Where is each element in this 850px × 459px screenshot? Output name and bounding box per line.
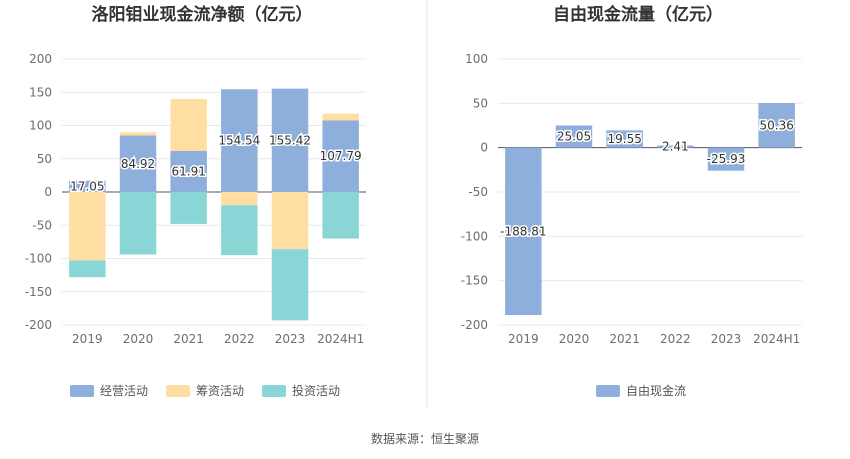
y-tick-label: -150 <box>25 285 52 299</box>
bar <box>69 192 106 261</box>
data-label: 84.92 <box>121 157 155 171</box>
data-label: -188.81 <box>500 224 546 238</box>
bar <box>119 192 157 255</box>
bar <box>271 88 309 192</box>
legend-label: 经营活动 <box>100 384 148 398</box>
right-x-axis: 2019 2020 2021 2022 2023 2024H1 <box>508 332 800 346</box>
bar <box>221 192 258 206</box>
left-bars <box>69 88 359 321</box>
y-tick-label: -50 <box>468 185 488 199</box>
y-tick-label: 200 <box>29 52 52 66</box>
legend-label: 投资活动 <box>292 383 340 398</box>
bar <box>119 135 157 192</box>
x-tick-label: 2021 <box>173 332 204 346</box>
y-tick-label: -100 <box>461 229 488 243</box>
right-gridlines <box>498 58 802 326</box>
y-tick-label: 50 <box>473 96 488 110</box>
legend-label: 自由现金流 <box>626 383 686 398</box>
data-label: 17.05 <box>70 179 104 193</box>
y-tick-label: 0 <box>480 141 488 155</box>
legend-swatch <box>70 385 94 397</box>
cash-flow-net-panel: 洛阳钼业现金流净额（亿元） 17.05 84.92 61.91 154.54 155.4… <box>25 4 366 398</box>
right-y-axis: -200 -150 -100 -50 0 50 100 <box>461 52 488 332</box>
x-tick-label: 2020 <box>559 332 590 346</box>
data-source-label: 数据来源：恒生聚源 <box>371 431 479 446</box>
bar <box>606 130 643 148</box>
right-chart-title: 自由现金流量（亿元） <box>553 4 723 25</box>
bar <box>271 192 309 250</box>
y-tick-label: -200 <box>25 318 52 332</box>
bar <box>221 89 258 192</box>
x-tick-label: 2022 <box>224 332 255 346</box>
left-gridlines <box>62 58 366 326</box>
x-tick-label: 2020 <box>123 332 154 346</box>
data-label: 50.36 <box>759 118 793 132</box>
bar <box>170 192 207 224</box>
x-tick-label: 2022 <box>660 332 691 346</box>
bar <box>69 260 106 278</box>
right-bars <box>505 103 795 316</box>
data-label: 155.42 <box>269 133 311 147</box>
bar <box>69 180 106 192</box>
bar <box>170 150 207 192</box>
bar <box>657 145 694 148</box>
left-x-axis: 2019 2020 2021 2022 2023 2024H1 <box>72 332 364 346</box>
x-tick-label: 2024H1 <box>317 332 364 346</box>
bar <box>758 103 795 148</box>
data-label: -25.93 <box>707 152 746 166</box>
bar <box>322 192 359 239</box>
data-label: 25.05 <box>557 130 591 144</box>
bar <box>322 120 359 192</box>
bar <box>271 249 309 321</box>
x-tick-label: 2023 <box>711 332 742 346</box>
legend-swatch <box>262 385 286 397</box>
y-tick-label: 100 <box>29 119 52 133</box>
y-tick-label: 0 <box>44 185 52 199</box>
bar <box>170 98 207 151</box>
x-tick-label: 2019 <box>72 332 103 346</box>
y-tick-label: -200 <box>461 318 488 332</box>
right-data-labels: -188.81 25.05 19.55 2.41 -25.93 50.36 <box>499 117 796 240</box>
y-tick-label: 150 <box>29 85 52 99</box>
left-chart-title: 洛阳钼业现金流净额（亿元） <box>92 4 313 25</box>
bar <box>221 205 258 256</box>
y-tick-label: -50 <box>32 218 52 232</box>
legend-swatch <box>166 385 190 397</box>
right-legend: 自由现金流 <box>596 383 686 398</box>
legend-label: 筹资活动 <box>196 384 244 398</box>
bar <box>707 147 745 171</box>
y-tick-label: -150 <box>461 274 488 288</box>
data-label: 19.55 <box>607 132 641 146</box>
y-tick-label: 50 <box>37 152 52 166</box>
x-tick-label: 2019 <box>508 332 539 346</box>
data-label: 107.79 <box>320 149 362 163</box>
x-tick-label: 2021 <box>609 332 640 346</box>
bar <box>555 125 593 148</box>
data-label: 154.54 <box>218 134 260 148</box>
y-tick-label: -100 <box>25 252 52 266</box>
free-cash-flow-panel: 自由现金流量（亿元） -188.81 25.05 19.55 2.41 -25.93 50… <box>461 4 802 398</box>
bar <box>505 147 542 316</box>
left-y-axis: -200 -150 -100 -50 0 50 100 150 200 <box>25 52 52 332</box>
x-tick-label: 2023 <box>275 332 306 346</box>
x-tick-label: 2024H1 <box>753 332 800 346</box>
bar <box>119 132 157 136</box>
bar <box>322 113 359 121</box>
legend-swatch <box>596 385 620 397</box>
left-data-labels: 17.05 84.92 61.91 154.54 155.42 107.79 <box>69 132 364 195</box>
data-label: 2.41 <box>662 140 689 154</box>
data-label: 61.91 <box>171 164 205 178</box>
left-legend: 经营活动 筹资活动 投资活动 <box>70 383 340 398</box>
y-tick-label: 100 <box>465 52 488 66</box>
